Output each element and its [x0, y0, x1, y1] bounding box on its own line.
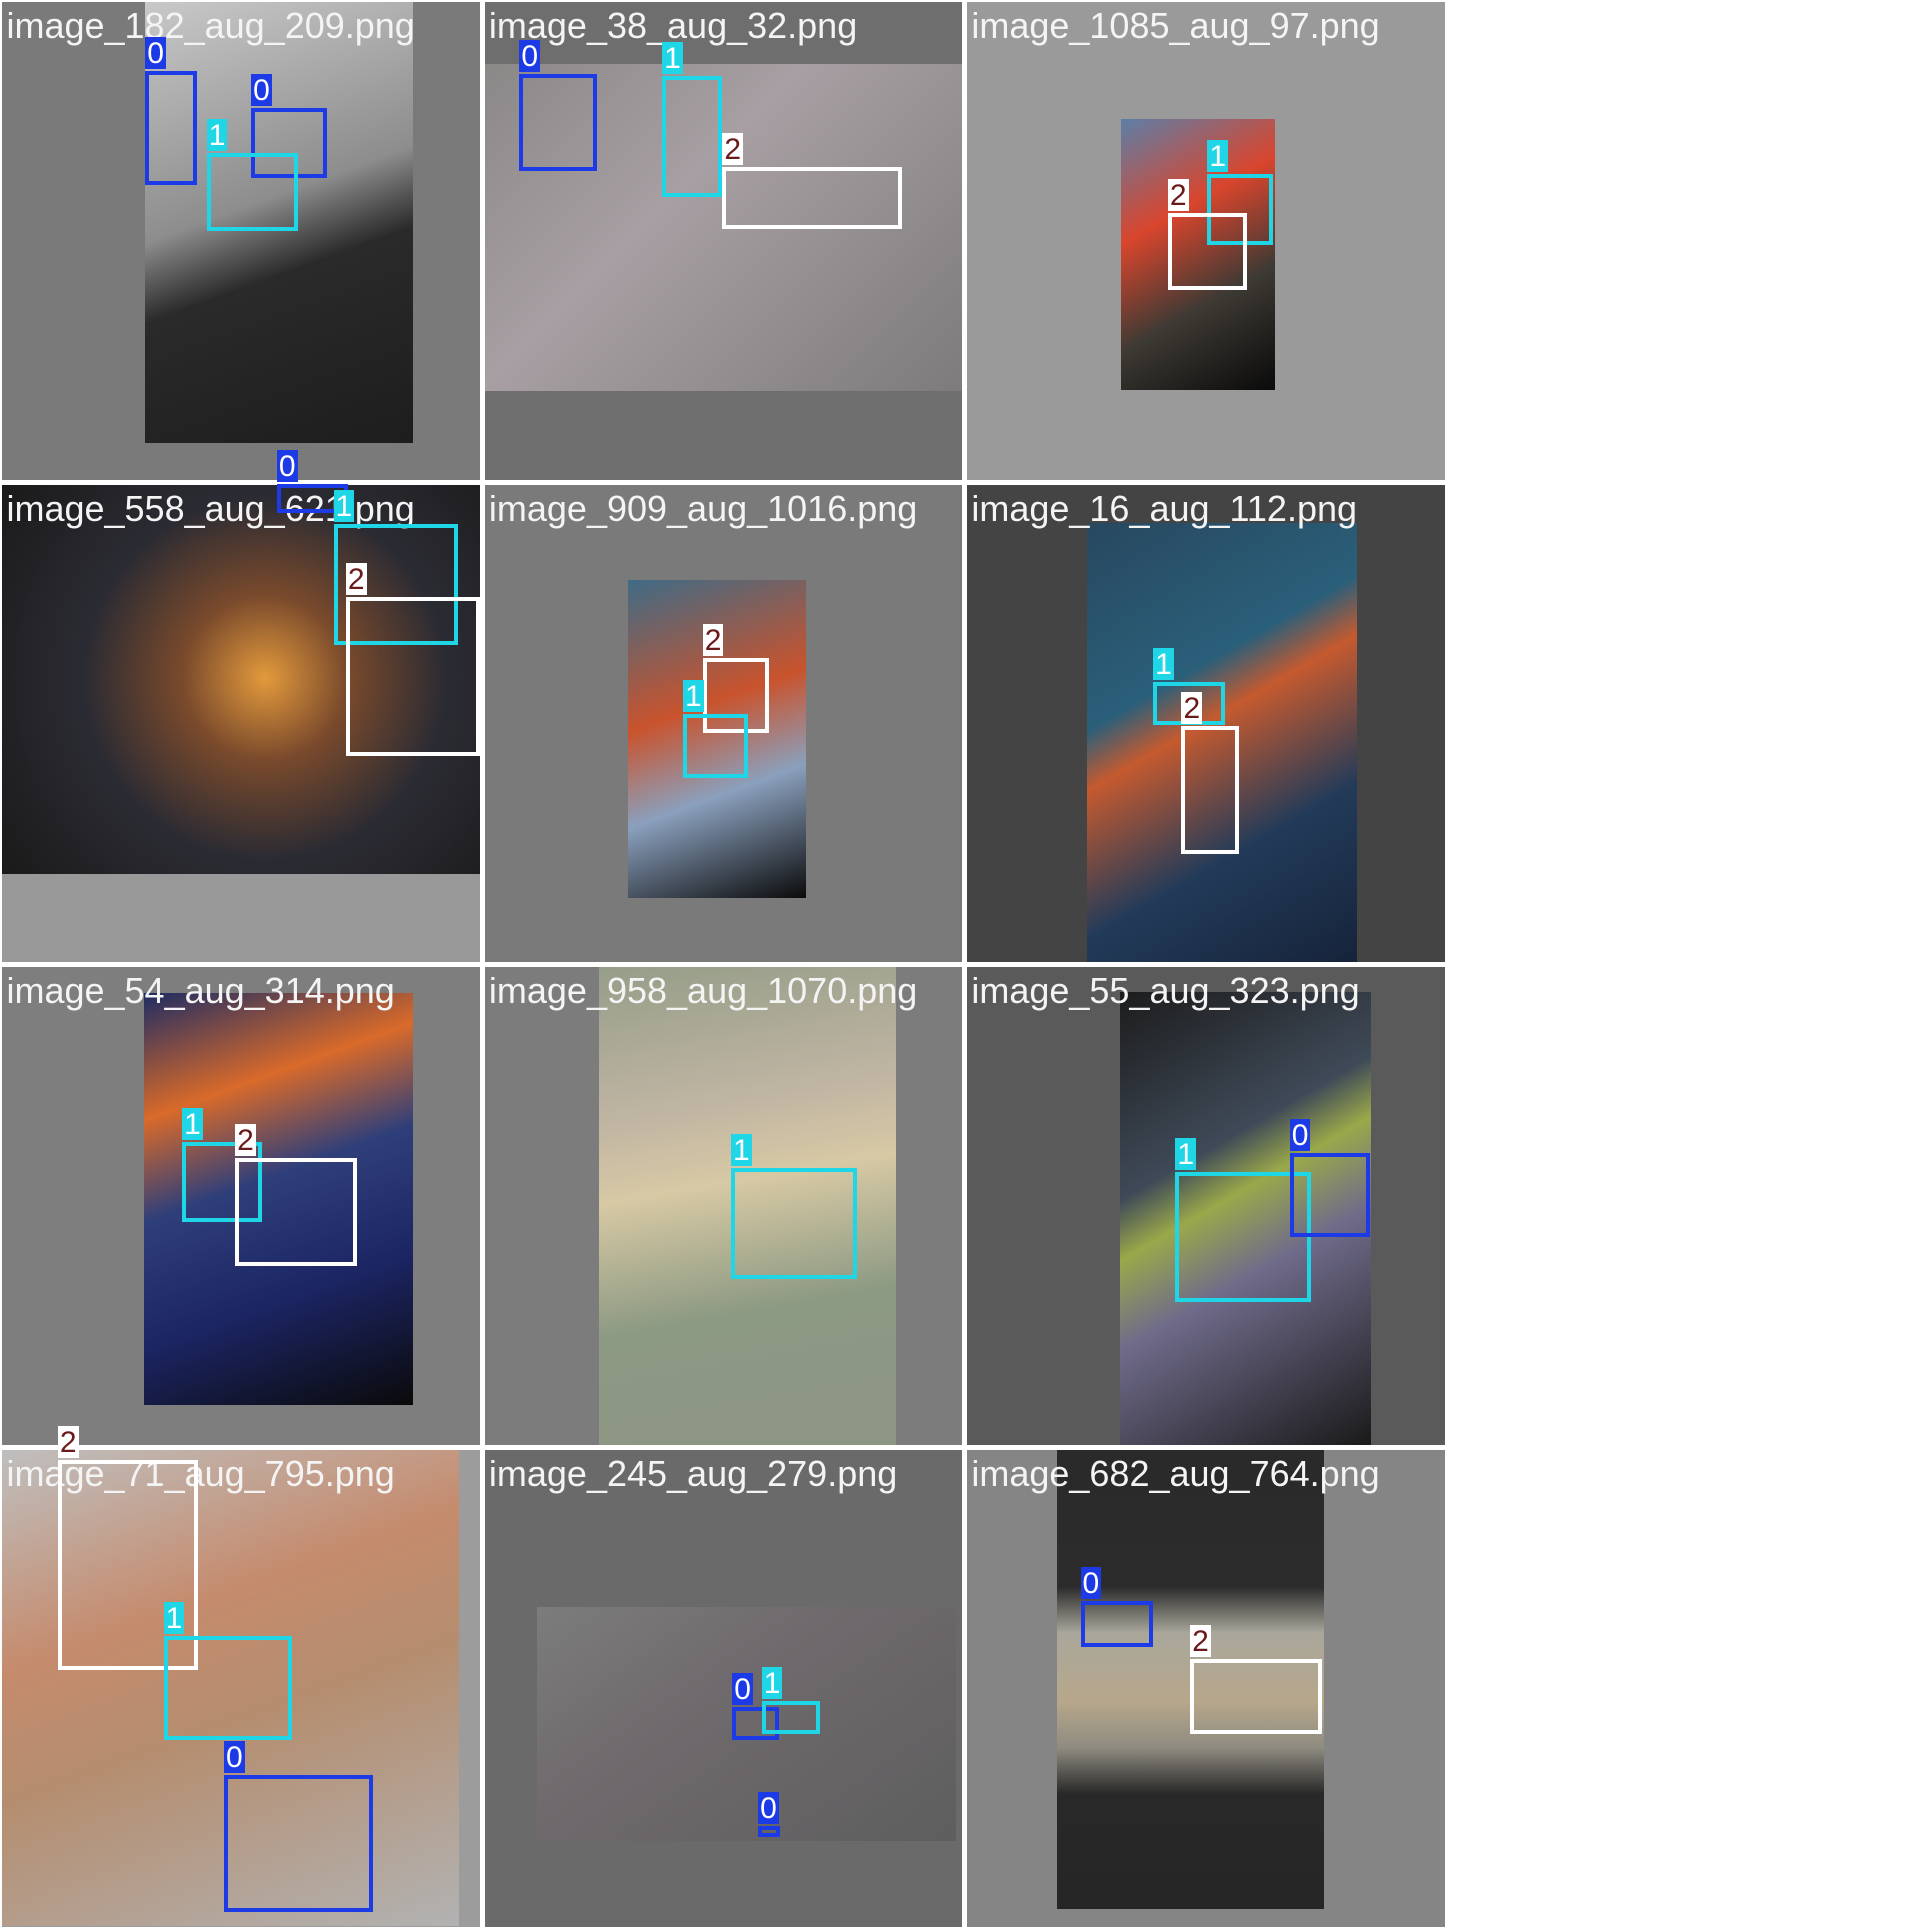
- image-tile: image_682_aug_764.png: [967, 1449, 1445, 1927]
- class-label: 0: [1289, 1119, 1311, 1153]
- class-label: 2: [1190, 1624, 1211, 1658]
- class-label: 2: [235, 1124, 256, 1158]
- image-tile: image_958_aug_1070.png: [484, 967, 963, 1445]
- tile-filename: image_1085_aug_97.png: [971, 5, 1380, 47]
- class-label: 2: [722, 133, 744, 167]
- class-label: 1: [1207, 139, 1228, 173]
- bounding-box: [758, 1826, 781, 1838]
- tile-filename: image_958_aug_1070.png: [488, 970, 918, 1012]
- augmented-photo: [536, 1607, 957, 1842]
- tile-filename: image_909_aug_1016.png: [488, 487, 918, 529]
- augmented-photo: [143, 993, 414, 1406]
- bounding-box: [662, 76, 723, 197]
- class-label: 1: [1153, 647, 1174, 681]
- class-label: 0: [223, 1740, 245, 1774]
- class-label: 1: [163, 1601, 185, 1635]
- class-label: 0: [732, 1672, 753, 1706]
- bounding-box: [702, 658, 770, 734]
- class-label: 1: [333, 490, 355, 524]
- class-label: 2: [702, 624, 724, 658]
- bounding-box: [206, 152, 298, 232]
- bounding-box: [1080, 1601, 1154, 1647]
- augmented-photo: [145, 2, 414, 444]
- tile-filename: image_182_aug_209.png: [6, 5, 415, 47]
- tile-filename: image_16_aug_112.png: [971, 487, 1358, 529]
- class-label: 1: [1175, 1137, 1196, 1171]
- tile-filename: image_245_aug_279.png: [488, 1452, 898, 1494]
- image-tile: image_909_aug_1016.png: [484, 484, 963, 963]
- bounding-box: [163, 1635, 292, 1741]
- class-label: 0: [251, 74, 272, 108]
- image-tile: image_16_aug_112.png: [967, 484, 1445, 963]
- bounding-box: [519, 73, 597, 172]
- bounding-box: [345, 596, 480, 756]
- bounding-box: [333, 524, 458, 645]
- augmented-photo: [1086, 523, 1358, 963]
- image-tile: image_54_aug_314.png: [2, 967, 480, 1445]
- bounding-box: [732, 1706, 780, 1741]
- image-tile: image_71_aug_795.png: [2, 1449, 480, 1927]
- tile-filename: image_55_aug_323.png: [971, 970, 1360, 1012]
- tile-filename: image_38_aug_32.png: [488, 5, 858, 47]
- bounding-box: [1289, 1153, 1370, 1237]
- class-label: 0: [758, 1792, 779, 1826]
- bounding-box: [761, 1700, 820, 1735]
- bounding-box: [1207, 173, 1273, 245]
- class-label: 1: [182, 1108, 203, 1142]
- bounding-box: [731, 1167, 857, 1279]
- class-label: 2: [57, 1425, 79, 1459]
- bounding-box: [145, 71, 197, 185]
- image-tile: image_55_aug_323.png: [967, 967, 1445, 1445]
- image-tile: image_245_aug_279.png: [484, 1449, 963, 1927]
- class-label: 1: [731, 1133, 752, 1167]
- augmented-photo: [599, 967, 896, 1445]
- bounding-box: [235, 1158, 357, 1267]
- bounding-box: [1181, 726, 1240, 855]
- class-label: 1: [683, 679, 704, 713]
- image-tile: image_558_aug_621.png: [2, 484, 480, 963]
- class-label: 0: [276, 449, 298, 483]
- class-label: 2: [1167, 178, 1189, 212]
- bounding-box: [223, 1774, 373, 1913]
- bounding-box: [251, 108, 328, 179]
- class-label: 0: [519, 39, 541, 73]
- augmented-photo: [2, 484, 480, 874]
- bounding-box: [1167, 212, 1247, 291]
- bounding-box: [182, 1142, 263, 1223]
- bounding-box: [722, 167, 903, 229]
- bounding-box: [1190, 1658, 1322, 1735]
- image-tile: image_182_aug_209.png: [2, 2, 480, 480]
- class-label: 0: [1080, 1567, 1102, 1601]
- augmented-photo: [2, 1449, 460, 1927]
- class-label: 1: [761, 1666, 783, 1700]
- augmented-photo: [1119, 991, 1371, 1445]
- bounding-box: [1175, 1171, 1311, 1303]
- class-label: 2: [345, 562, 367, 596]
- class-label: 2: [1181, 692, 1203, 726]
- bounding-box: [57, 1459, 199, 1671]
- tile-filename: image_54_aug_314.png: [6, 970, 395, 1012]
- augmented-photo: [1121, 119, 1275, 391]
- class-label: 1: [662, 42, 683, 76]
- tile-filename: image_682_aug_764.png: [971, 1452, 1380, 1494]
- class-label: 1: [206, 118, 228, 152]
- image-tile: image_1085_aug_97.png: [967, 2, 1445, 480]
- class-label: 0: [145, 37, 166, 71]
- bounding-box: [683, 713, 749, 778]
